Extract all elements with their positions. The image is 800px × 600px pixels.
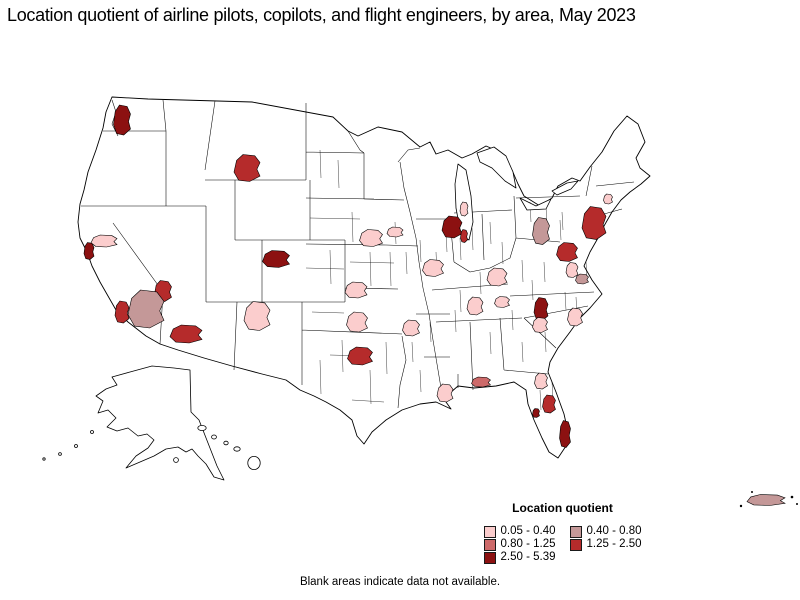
legend-swatch xyxy=(483,551,496,564)
map-footnote: Blank areas indicate data not available. xyxy=(299,576,501,588)
map-region-richmond-area-va xyxy=(565,262,579,278)
aleutian-island xyxy=(42,457,46,461)
map-region-miami-fort-lauderdale-fl xyxy=(559,420,571,448)
map-region-st-louis-area-mo xyxy=(422,259,444,277)
legend-item: 0.05 - 0.40 xyxy=(483,525,556,538)
legend-swatch xyxy=(483,525,496,538)
map-region-southeast-south-dakota xyxy=(359,229,383,247)
map-region-oklahoma-city-ok xyxy=(346,311,368,333)
map-region-jacksonville-area-fl xyxy=(534,372,548,390)
map-region-virginia-beach-norfolk-va xyxy=(575,273,589,285)
map-region-dallas-fort-worth-tx xyxy=(347,346,373,366)
legend-label: 0.40 - 0.80 xyxy=(586,525,642,537)
map-region-washington-baltimore-dc-md xyxy=(556,242,578,262)
legend-item: 0.80 - 1.25 xyxy=(483,538,556,551)
aleutian-island xyxy=(74,444,78,448)
map-region-chattanooga-area-tn xyxy=(466,296,484,316)
map-region-phoenix-az xyxy=(169,324,203,344)
map-region-orlando-fl xyxy=(542,394,556,414)
map-region-pittsburgh-area-pa xyxy=(532,217,550,245)
map-region-knoxville-area-tn xyxy=(494,296,510,308)
kodiak-island xyxy=(173,457,179,463)
mainland-outline xyxy=(77,96,651,459)
map-region-albuquerque-area-nm xyxy=(243,301,271,331)
aleutian-island xyxy=(58,452,62,456)
legend-title: Location quotient xyxy=(512,501,613,515)
legend-label: 1.25 - 2.50 xyxy=(586,538,642,550)
map-region-little-rock-area-ar xyxy=(402,319,420,337)
legend-swatch xyxy=(569,525,582,538)
puerto-rico-islets xyxy=(739,491,798,508)
map-region-los-angeles-area-ca xyxy=(114,300,130,324)
lake-huron xyxy=(476,146,517,189)
lake-ontario xyxy=(551,180,579,196)
legend-item: 0.40 - 0.80 xyxy=(569,525,642,538)
map-region-sacramento-area-ca xyxy=(90,234,118,248)
map-region-puerto-rico xyxy=(746,494,786,506)
legend-swatch xyxy=(569,538,582,551)
legend: Location quotient 0.05 - 0.40 0.80 - 1.25… xyxy=(455,501,670,564)
legend-items: 0.05 - 0.40 0.80 - 1.25 2.50 - 5.39 0.40 - … xyxy=(455,525,670,564)
state-borders xyxy=(81,99,635,409)
alaska-outline xyxy=(42,365,225,481)
map-region-riverside-san-bernardino-ca xyxy=(127,289,165,329)
map-region-northwest-indiana xyxy=(460,229,468,243)
map-region-tampa-area-fl xyxy=(532,408,540,418)
legend-label: 0.05 - 0.40 xyxy=(500,525,556,537)
colored-regions-layer xyxy=(83,104,786,506)
map-region-atlanta-ga xyxy=(533,297,549,321)
map-region-middle-georgia xyxy=(532,317,548,333)
map-region-san-francisco-ca xyxy=(83,242,95,260)
map-region-wichita-area-ks xyxy=(344,281,368,299)
hawaii-islands xyxy=(197,424,261,470)
legend-swatch xyxy=(483,538,496,551)
map-region-fayetteville-area-nc xyxy=(567,307,583,327)
map-region-chicago-il xyxy=(441,215,463,239)
aleutian-island xyxy=(90,430,94,434)
map-region-southwest-minnesota xyxy=(386,226,404,238)
map-region-new-orleans-la xyxy=(436,383,454,403)
legend-item: 2.50 - 5.39 xyxy=(483,551,556,564)
page-title: Location quotient of airline pilots, cop… xyxy=(7,5,636,25)
legend-item: 1.25 - 2.50 xyxy=(569,538,642,551)
legend-label: 0.80 - 1.25 xyxy=(500,538,556,550)
map-region-denver-co xyxy=(262,250,290,268)
map-region-seattle-tacoma-wa xyxy=(113,104,131,136)
map-region-fort-walton-pensacola-fl xyxy=(471,376,492,388)
map-region-lexington-area-ky xyxy=(486,267,508,287)
map-region-billings-mt-area xyxy=(233,154,261,182)
map-region-central-wisconsin xyxy=(459,201,469,217)
map-region-new-york-newark-nj xyxy=(581,206,607,240)
map-region-hartford-area-ct xyxy=(603,193,613,205)
lake-erie xyxy=(519,197,552,211)
legend-label: 2.50 - 5.39 xyxy=(500,551,556,563)
